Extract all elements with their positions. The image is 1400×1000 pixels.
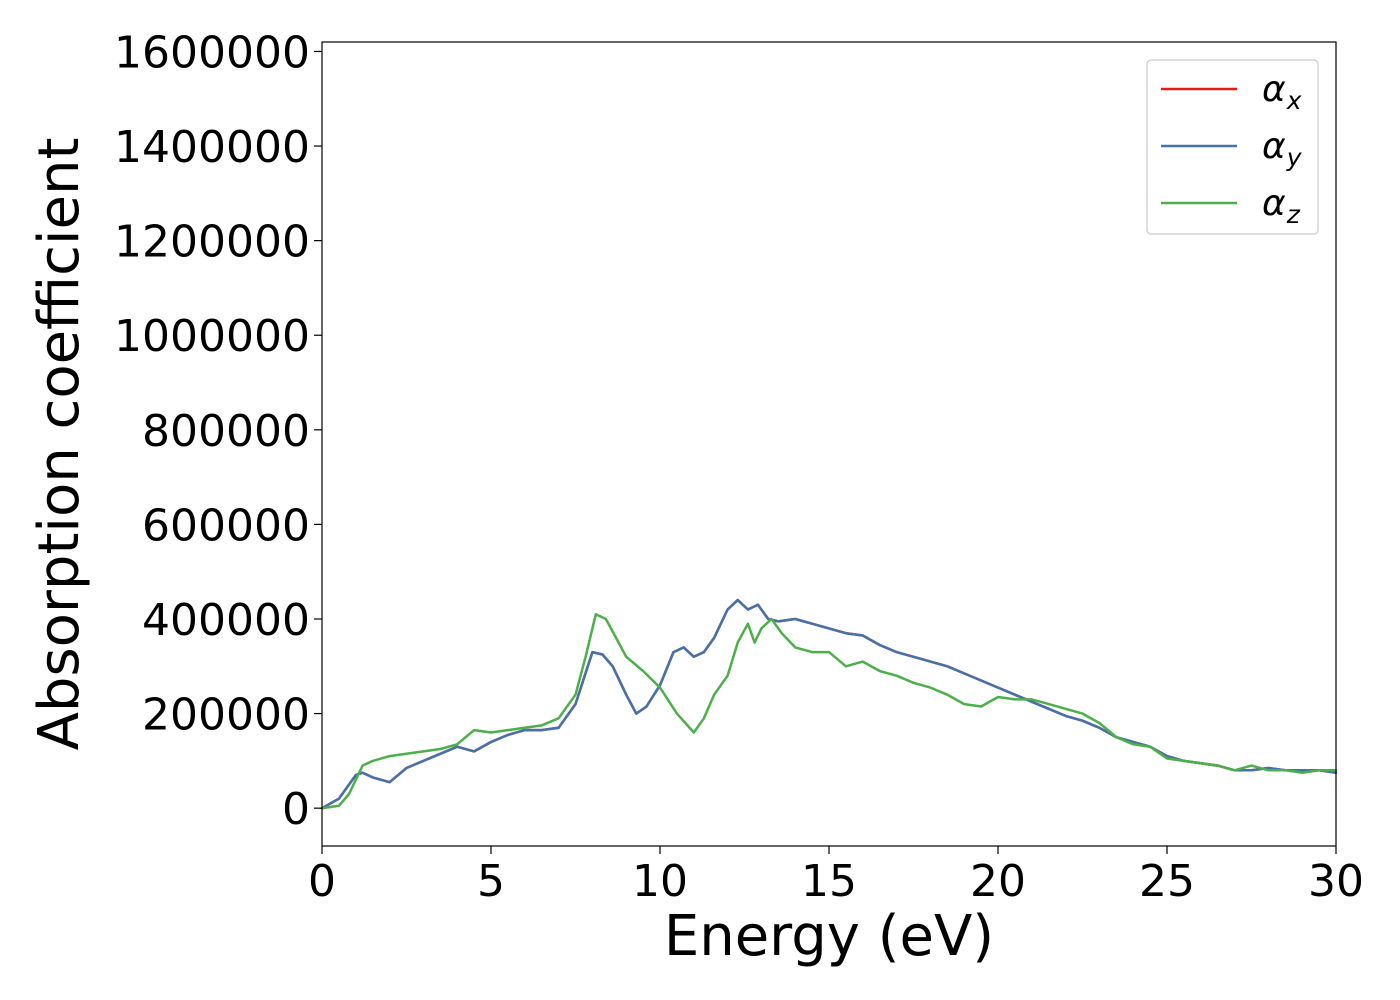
y-tick-label: 600000 xyxy=(142,500,310,551)
legend-subscript-x: x xyxy=(1286,86,1302,115)
x-tick-label: 5 xyxy=(477,856,505,907)
x-axis-ticks: 0 5 10 15 20 25 30 xyxy=(308,846,1364,907)
legend-subscript-y: y xyxy=(1286,143,1303,172)
y-tick-label: 1200000 xyxy=(114,217,310,268)
series-line-x xyxy=(320,598,1338,810)
y-axis-label: Absorption coefficient xyxy=(27,138,92,751)
y-tick-label: 1600000 xyxy=(114,27,310,78)
series-line-y xyxy=(320,598,1338,810)
series-line-z xyxy=(320,613,1338,810)
y-tick-label: 800000 xyxy=(142,406,310,457)
y-tick-label: 0 xyxy=(282,784,310,835)
x-tick-label: 10 xyxy=(632,856,688,907)
y-tick-label: 1400000 xyxy=(114,122,310,173)
x-tick-label: 25 xyxy=(1139,856,1195,907)
y-axis-ticks: 0 200000 400000 600000 800000 1000000 1200000 1… xyxy=(114,27,322,835)
x-tick-label: 20 xyxy=(970,856,1026,907)
legend-subscript-z: z xyxy=(1286,200,1301,229)
y-tick-label: 1000000 xyxy=(114,311,310,362)
y-tick-label: 200000 xyxy=(142,690,310,741)
x-tick-label: 0 xyxy=(308,856,336,907)
x-axis-label: Energy (eV) xyxy=(664,904,994,969)
x-tick-label: 15 xyxy=(801,856,857,907)
x-tick-label: 30 xyxy=(1308,856,1364,907)
y-tick-label: 400000 xyxy=(142,595,310,646)
series-layer xyxy=(320,598,1338,810)
